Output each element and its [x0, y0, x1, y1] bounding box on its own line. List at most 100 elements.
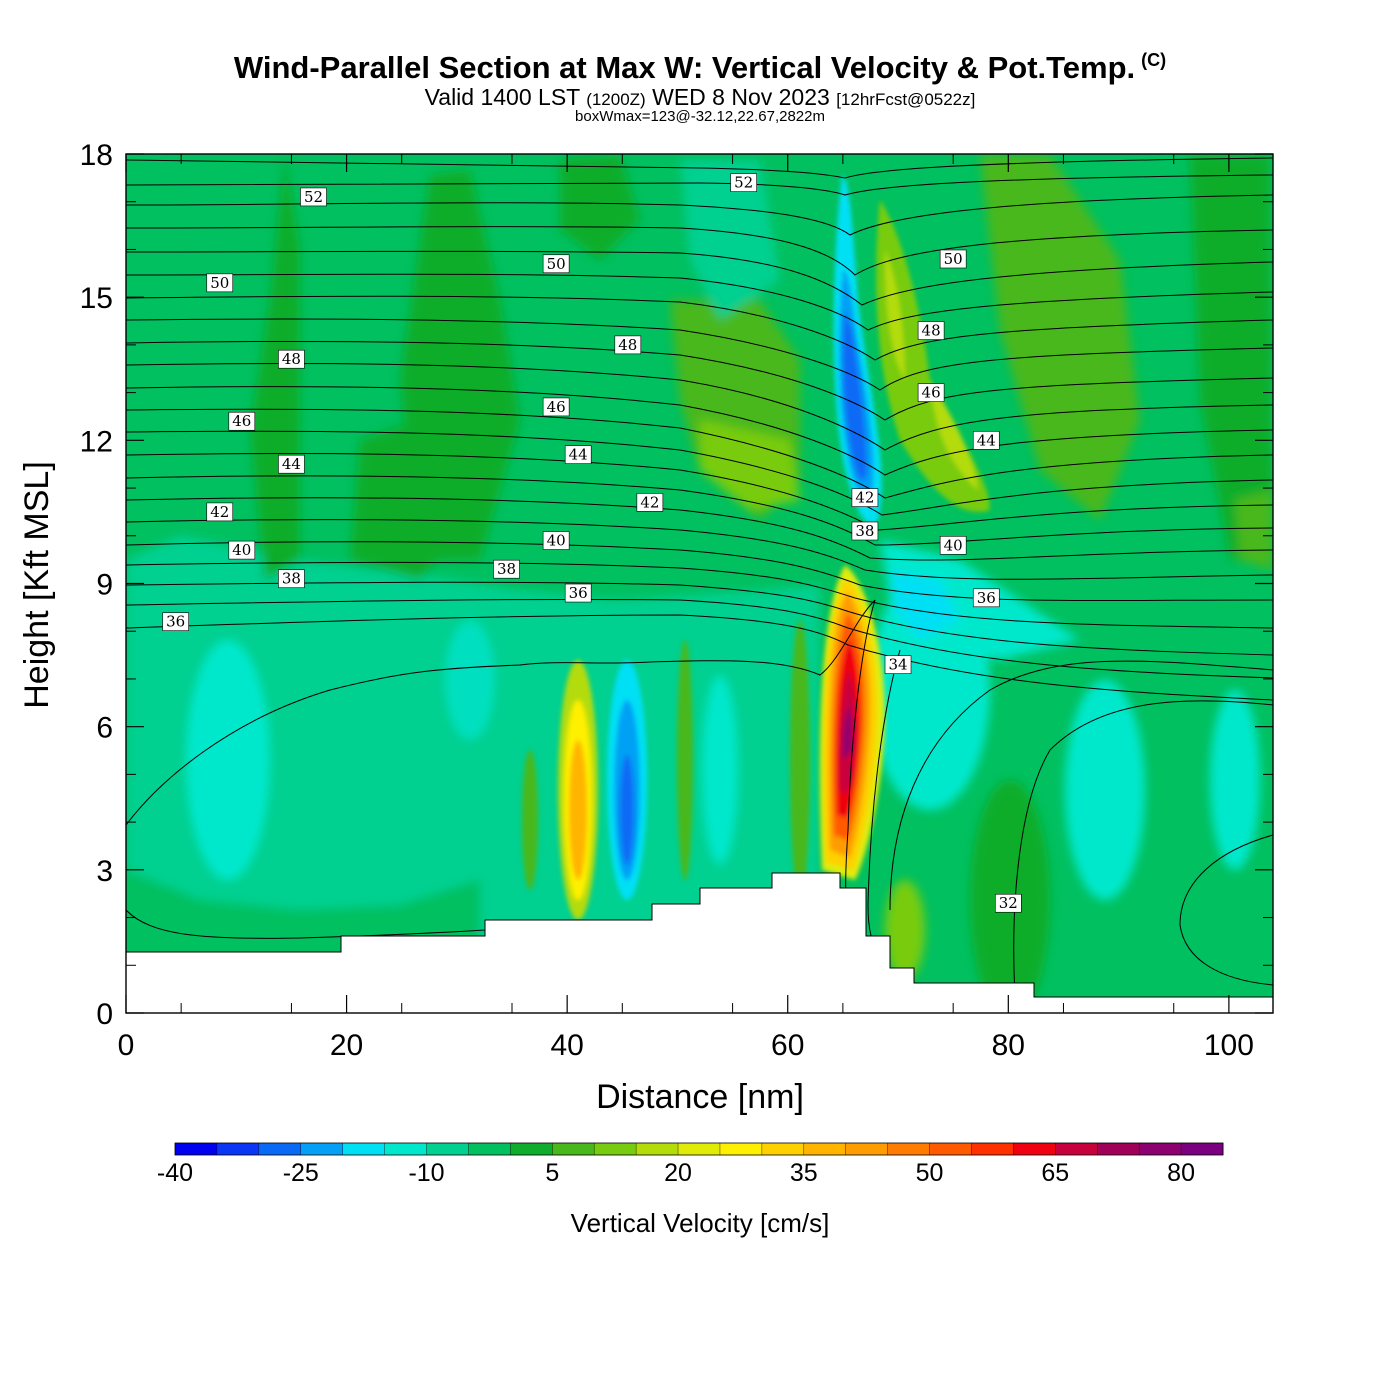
svg-text:48: 48 — [922, 322, 941, 340]
svg-text:40: 40 — [232, 541, 251, 559]
colorbar-swatch — [887, 1143, 931, 1155]
svg-text:40: 40 — [944, 536, 963, 554]
isentrope-label: 44 — [972, 431, 1000, 450]
colorbar-tick-label: 65 — [1041, 1159, 1069, 1187]
svg-text:38: 38 — [282, 570, 301, 588]
mid-ascent-patch — [350, 420, 470, 580]
svg-text:50: 50 — [547, 255, 566, 273]
svg-text:38: 38 — [497, 560, 516, 578]
colorbar-tick-label: 5 — [545, 1159, 559, 1187]
isentrope-label: 38 — [278, 569, 305, 589]
chart-title: Wind-Parallel Section at Max W: Vertical… — [233, 50, 1167, 85]
y-tick-label: 3 — [96, 855, 113, 888]
isentrope-label: 42 — [851, 488, 879, 507]
isentrope-label: 46 — [917, 383, 945, 402]
colorbar-swatch — [1013, 1143, 1056, 1155]
colorbar-swatch — [258, 1143, 302, 1155]
upper-updraft-outer — [876, 200, 990, 512]
svg-text:42: 42 — [210, 503, 229, 521]
isentrope-label: 36 — [564, 583, 592, 603]
secondary-updraft-core — [569, 740, 587, 880]
y-tick-label: 9 — [96, 569, 113, 602]
colorbar-swatch — [761, 1143, 805, 1155]
svg-text:44: 44 — [977, 431, 996, 449]
svg-text:42: 42 — [855, 489, 874, 507]
chart-subtitle: Valid 1400 LST (1200Z) WED 8 Nov 2023 [1… — [424, 84, 976, 110]
colorbar-swatch — [845, 1143, 889, 1155]
isentrope-label: 44 — [564, 445, 592, 464]
right-edge-patch — [1235, 490, 1273, 570]
svg-text:36: 36 — [977, 589, 996, 607]
y-axis-label: Height [Kft MSL] — [18, 461, 56, 709]
lower-weak-descent-region — [126, 535, 820, 1013]
colorbar-tick-label: -40 — [157, 1159, 193, 1187]
colorbar-swatch — [342, 1143, 386, 1155]
isentrope-label: 52 — [730, 173, 757, 192]
colorbar: -40 -25 -10 5 20 35 50 65 80 — [157, 1142, 1224, 1187]
upper-updraft-core — [884, 250, 905, 380]
far-right-descent-cell — [1210, 690, 1260, 870]
svg-text:52: 52 — [734, 174, 753, 192]
svg-text:46: 46 — [922, 384, 941, 402]
colorbar-swatch — [1139, 1143, 1182, 1155]
isentrope-label: 48 — [278, 349, 305, 369]
ascent-streak — [677, 640, 693, 880]
isentrope-label: 38 — [493, 559, 520, 579]
svg-text:32: 32 — [999, 894, 1018, 912]
y-tick-label: 6 — [96, 712, 113, 745]
svg-text:46: 46 — [232, 412, 251, 430]
svg-text:38: 38 — [855, 522, 874, 540]
svg-text:44: 44 — [569, 446, 588, 464]
svg-text:46: 46 — [547, 398, 566, 416]
mid-descent-cell — [445, 620, 495, 740]
colorbar-swatch — [971, 1143, 1014, 1155]
ascent-streak — [522, 750, 538, 890]
x-axis-label: Distance [nm] — [596, 1078, 804, 1116]
isentrope-labels: 52 52 50 50 50 48 48 48 46 46 46 44 44 44 42 42 42 40 40 40… — [162, 173, 1022, 913]
terrain-ascent-patch — [885, 880, 925, 980]
svg-text:44: 44 — [282, 455, 301, 473]
upper-right-ascent-band — [980, 155, 1140, 520]
right-descent-cell — [1065, 680, 1145, 900]
x-tick-label: 60 — [771, 1029, 804, 1062]
isentrope-label: 42 — [206, 502, 234, 522]
colorbar-tick-label: -10 — [408, 1159, 444, 1187]
colorbar-tick-label: 80 — [1167, 1159, 1195, 1187]
upper-left-ascent-band — [250, 155, 300, 580]
isentrope-label: 38 — [851, 521, 879, 541]
colorbar-swatch — [678, 1143, 721, 1155]
isentrope-label: 46 — [542, 397, 570, 417]
minor-ticks — [126, 154, 1273, 1013]
isentrope-label: 50 — [206, 273, 234, 293]
svg-text:52: 52 — [304, 188, 323, 206]
colorbar-swatch — [384, 1143, 428, 1155]
y-tick-label: 15 — [80, 282, 113, 315]
isentrope-label: 48 — [917, 321, 945, 340]
colorbar-tick-label: 35 — [790, 1159, 818, 1187]
isentrope-label: 40 — [542, 531, 570, 550]
svg-text:34: 34 — [888, 656, 907, 674]
colorbar-swatch — [929, 1143, 972, 1155]
svg-text:36: 36 — [166, 613, 185, 631]
colorbar-swatch — [594, 1143, 637, 1155]
x-tick-label: 80 — [992, 1029, 1025, 1062]
colorbar-swatch — [552, 1143, 595, 1155]
upper-descent-patch — [680, 160, 780, 320]
colorbar-swatch — [175, 1143, 218, 1155]
svg-text:36: 36 — [569, 584, 588, 602]
x-tick-label: 20 — [330, 1029, 363, 1062]
colorbar-label: Vertical Velocity [cm/s] — [571, 1208, 830, 1238]
colorbar-swatch — [1181, 1143, 1224, 1155]
x-tick-label: 100 — [1204, 1029, 1254, 1062]
descending-core — [890, 570, 960, 640]
svg-text:48: 48 — [282, 350, 301, 368]
isentrope-label: 48 — [614, 335, 642, 355]
terrain-mask — [126, 873, 1273, 1013]
isentrope-label: 52 — [300, 187, 327, 207]
colorbar-swatch — [719, 1143, 763, 1155]
ascent-streak — [790, 620, 810, 900]
isentrope-label: 34 — [884, 655, 912, 674]
isentrope-label: 46 — [228, 411, 256, 431]
